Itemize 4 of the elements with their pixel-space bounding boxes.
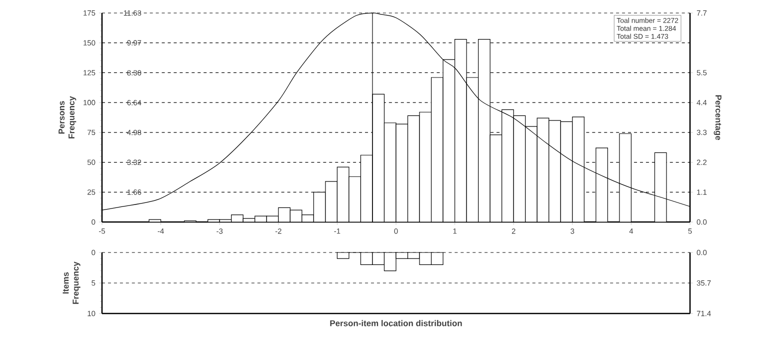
y2-axis-title: Percentage (714, 95, 722, 140)
x-axis-title: Person-item location distribution (330, 320, 462, 326)
y-axis-title: Persons Frequency (58, 96, 76, 138)
y-axis-title: Items Frequency (62, 262, 80, 304)
